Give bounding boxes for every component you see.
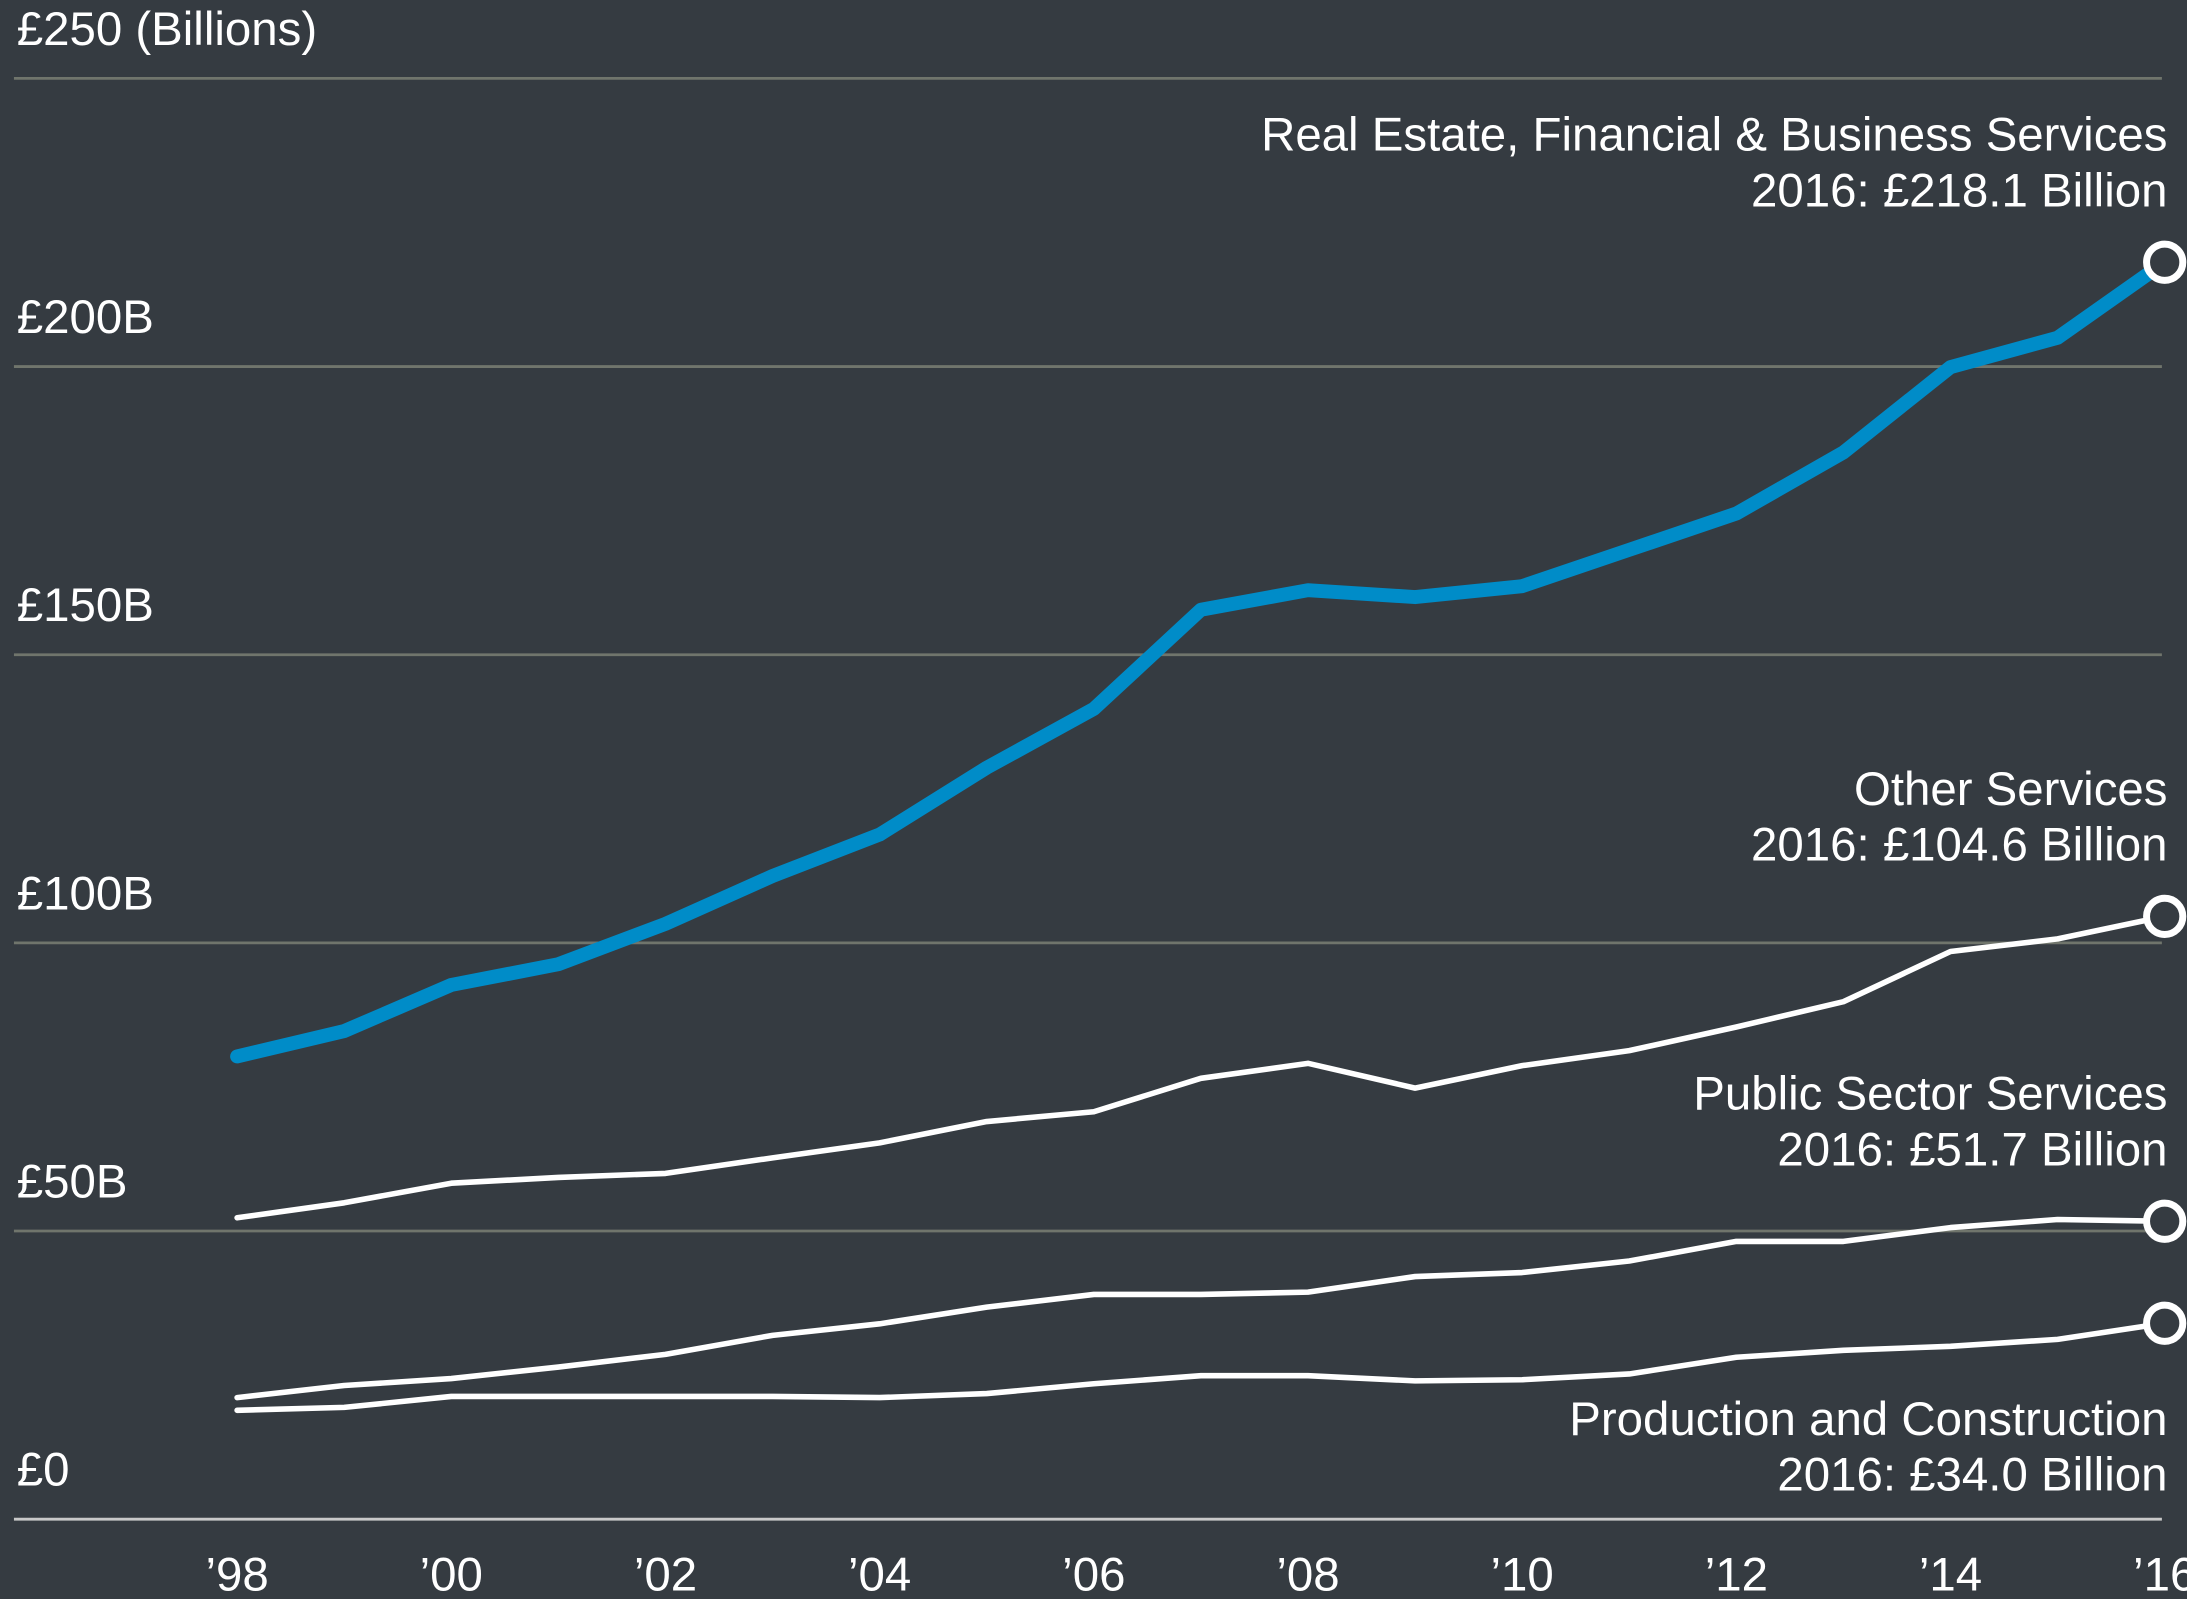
series-annotation: 2016: £34.0 Billion: [1777, 1449, 2167, 1502]
x-tick-label: ’16: [2133, 1548, 2187, 1599]
x-tick-label: ’98: [205, 1548, 268, 1599]
x-tick-label: ’10: [1491, 1548, 1554, 1599]
end-point: [2143, 1301, 2187, 1345]
y-tick-label: £50B: [17, 1156, 128, 1209]
end-point: [2143, 894, 2187, 938]
series-line: [230, 255, 2172, 1064]
series-line: [234, 913, 2168, 1221]
end-point: [2143, 1199, 2187, 1243]
x-tick-label: ’08: [1276, 1548, 1339, 1599]
series-name: Other Services: [1854, 763, 2168, 816]
series-annotation: 2016: £51.7 Billion: [1777, 1123, 2167, 1176]
series-name: Real Estate, Financial & Business Servic…: [1261, 109, 2167, 162]
y-tick-label: £0: [17, 1444, 70, 1497]
series-name: Production and Construction: [1569, 1393, 2167, 1446]
series-annotation: 2016: £104.6 Billion: [1751, 819, 2167, 872]
series-name: Public Sector Services: [1693, 1068, 2167, 1121]
x-tick-label: ’00: [420, 1548, 483, 1599]
end-point: [2143, 240, 2187, 284]
x-tick-label: ’06: [1062, 1548, 1125, 1599]
x-tick-label: ’12: [1705, 1548, 1768, 1599]
x-tick-label: ’04: [848, 1548, 911, 1599]
y-tick-label: £100B: [17, 867, 154, 920]
series-line: [234, 1320, 2168, 1414]
y-tick-label: £150B: [17, 579, 154, 632]
x-tick-label: ’14: [1919, 1548, 1982, 1599]
series-line: [234, 1216, 2168, 1401]
series-annotation: 2016: £218.1 Billion: [1751, 164, 2167, 217]
y-tick-label: £200B: [17, 291, 154, 344]
y-tick-label: £250 (Billions): [17, 3, 317, 56]
x-tick-label: ’02: [634, 1548, 697, 1599]
